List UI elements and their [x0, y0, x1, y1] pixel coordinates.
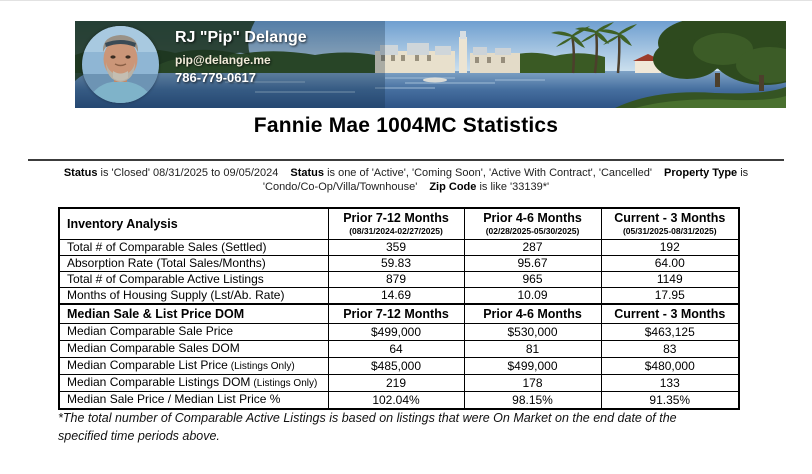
section2-title: Median Sale & List Price DOM — [58, 303, 329, 324]
section1-title: Inventory Analysis — [58, 207, 329, 240]
table-row: Total # of Comparable Sales (Settled) 35… — [58, 239, 740, 256]
filter-criteria: Status is 'Closed' 08/31/2025 to 09/05/2… — [61, 166, 751, 194]
criteria-property-type: Property Type is 'Condo/Co-Op/Villa/Town… — [262, 167, 749, 193]
col-current-3-2: Current - 3 Months — [600, 303, 740, 324]
table-row: Total # of Comparable Active Listings 87… — [58, 271, 740, 288]
page-title: Fannie Mae 1004MC Statistics — [253, 114, 559, 137]
table-row: Months of Housing Supply (Lst/Ab. Rate) … — [58, 287, 740, 305]
criteria-zip-code: Zip Code is like '33139*' — [429, 181, 550, 193]
col-prior-4-6-2: Prior 4-6 Months — [463, 303, 602, 324]
table-row: Absorption Rate (Total Sales/Months) 59.… — [58, 255, 740, 272]
table-row: Median Comparable List Price (Listings On… — [58, 357, 740, 375]
contact-block: RJ "Pip" Delange pip@delange.me 786-779-… — [175, 28, 307, 86]
table-row: Median Comparable Sales DOM 64 81 83 — [58, 340, 740, 358]
section2-header-row: Median Sale & List Price DOM Prior 7-12 … — [58, 303, 740, 324]
agent-phone: 786-779-0617 — [175, 70, 256, 85]
title-divider — [28, 159, 784, 161]
table-row: Median Comparable Sale Price $499,000 $5… — [58, 323, 740, 341]
table-row: Median Sale Price / Median List Price % … — [58, 391, 740, 410]
section1-header-row: Inventory Analysis Prior 7-12 Months (08… — [58, 207, 740, 240]
agent-email: pip@delange.me — [175, 53, 271, 67]
avatar — [82, 26, 159, 103]
agent-photo — [82, 26, 159, 103]
col-prior-7-12-2: Prior 7-12 Months — [327, 303, 465, 324]
table-row: Median Comparable Listings DOM (Listings … — [58, 374, 740, 392]
statistics-table: Inventory Analysis Prior 7-12 Months (08… — [58, 207, 740, 410]
agent-name: RJ "Pip" Delange — [175, 29, 307, 46]
col-prior-4-6: Prior 4-6 Months (02/28/2025-05/30/2025) — [463, 207, 602, 240]
footnote: *The total number of Comparable Active L… — [58, 411, 677, 443]
col-prior-7-12: Prior 7-12 Months (08/31/2024-02/27/2025… — [327, 207, 465, 240]
profile-banner: RJ "Pip" Delange pip@delange.me 786-779-… — [75, 21, 786, 108]
criteria-status-closed: Status is 'Closed' 08/31/2025 to 09/05/2… — [63, 167, 279, 179]
col-current-3: Current - 3 Months (05/31/2025-08/31/202… — [600, 207, 740, 240]
criteria-status-active: Status is one of 'Active', 'Coming Soon'… — [290, 167, 653, 179]
